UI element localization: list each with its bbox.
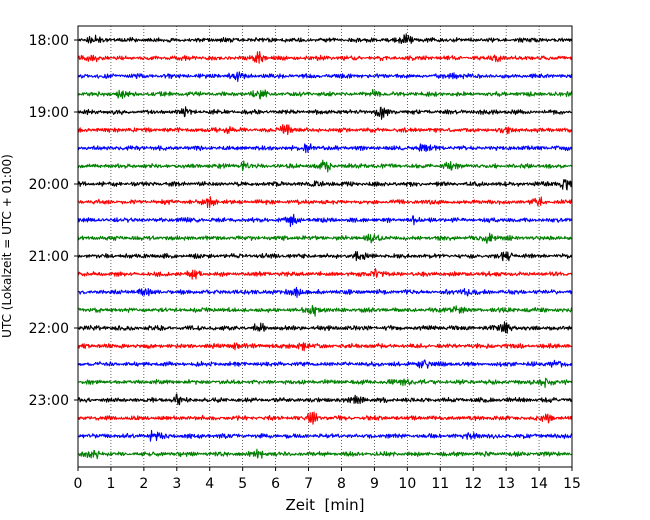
- trace-2130: [77, 286, 573, 298]
- trace-2015: [77, 196, 573, 209]
- x-tick-label: 4: [205, 476, 214, 492]
- x-tick-label: 14: [530, 476, 548, 492]
- y-tick-label: 23:00: [29, 393, 69, 409]
- trace-1830: [77, 71, 573, 83]
- x-tick-label: 11: [431, 476, 449, 492]
- trace-2100: [77, 251, 573, 262]
- x-tick-label: 0: [74, 476, 83, 492]
- x-tick-label: 3: [172, 476, 181, 492]
- x-tick-label: 12: [464, 476, 482, 492]
- x-tick-label: 6: [271, 476, 280, 492]
- trace-group: [77, 33, 573, 460]
- y-tick-label: 18:00: [29, 33, 69, 49]
- trace-2230: [77, 359, 573, 369]
- x-tick-label: 8: [337, 476, 346, 492]
- x-tick-label: 15: [563, 476, 581, 492]
- y-tick-label: 21:00: [29, 249, 69, 265]
- x-tick-label: 9: [370, 476, 379, 492]
- x-axis-ticks: 0 1 2 3 4 5 6 7 8 9 10 11 12 13 14 15: [74, 467, 581, 492]
- trace-2245: [77, 377, 573, 389]
- trace-2000: [77, 179, 573, 191]
- x-axis-label: Zeit [min]: [285, 496, 364, 514]
- x-tick-label: 7: [304, 476, 313, 492]
- y-tick-label: 20:00: [29, 177, 69, 193]
- trace-2115: [77, 268, 573, 280]
- trace-1930: [77, 143, 573, 154]
- trace-2215: [77, 342, 573, 352]
- trace-2145: [77, 304, 573, 317]
- x-tick-label: 10: [398, 476, 416, 492]
- x-tick-label: 13: [497, 476, 515, 492]
- trace-1800: [77, 33, 573, 45]
- trace-2300: [77, 393, 573, 406]
- trace-2345: [77, 448, 573, 460]
- y-tick-label: 22:00: [29, 321, 69, 337]
- trace-1815: [77, 50, 573, 64]
- trace-2330: [77, 429, 573, 442]
- trace-2030: [77, 213, 573, 228]
- y-tick-label: 19:00: [29, 105, 69, 121]
- trace-2315: [77, 411, 573, 425]
- trace-2045: [77, 232, 573, 244]
- x-tick-label: 5: [238, 476, 247, 492]
- trace-2200: [77, 321, 573, 334]
- y-axis-ticks: 18:00 19:00 20:00 21:00 22:00 23:00: [29, 33, 78, 409]
- trace-1915: [77, 123, 573, 136]
- trace-1845: [77, 88, 573, 100]
- x-tick-label: 2: [139, 476, 148, 492]
- x-tick-label: 1: [106, 476, 115, 492]
- plot-frame: [77, 25, 573, 468]
- trace-1900: [77, 106, 573, 120]
- trace-1945: [77, 159, 573, 173]
- y-axis-label: UTC (Lokalzeit = UTC + 01:00): [0, 154, 14, 338]
